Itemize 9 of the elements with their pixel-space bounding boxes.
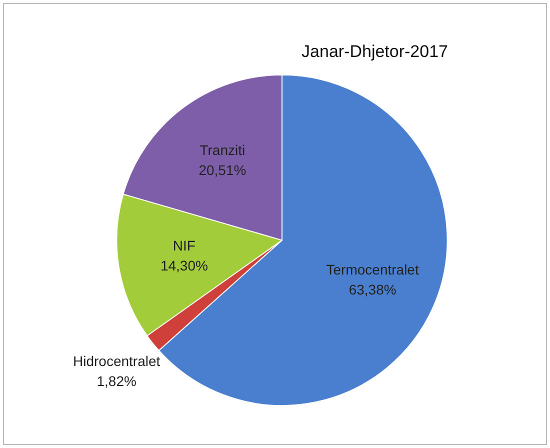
slice-label: Tranziti — [200, 142, 246, 158]
data-label: 14,30% — [160, 258, 208, 274]
data-label: 63,38% — [348, 282, 396, 298]
data-label: 1,82% — [96, 373, 136, 389]
slice-label: NIF — [172, 238, 196, 254]
chart-title: Janar-Dhjetor-2017 — [302, 42, 448, 61]
slice-label: Hidrocentralet — [73, 353, 160, 369]
slice-label: Termocentralet — [326, 262, 419, 278]
data-label: 20,51% — [198, 162, 246, 178]
